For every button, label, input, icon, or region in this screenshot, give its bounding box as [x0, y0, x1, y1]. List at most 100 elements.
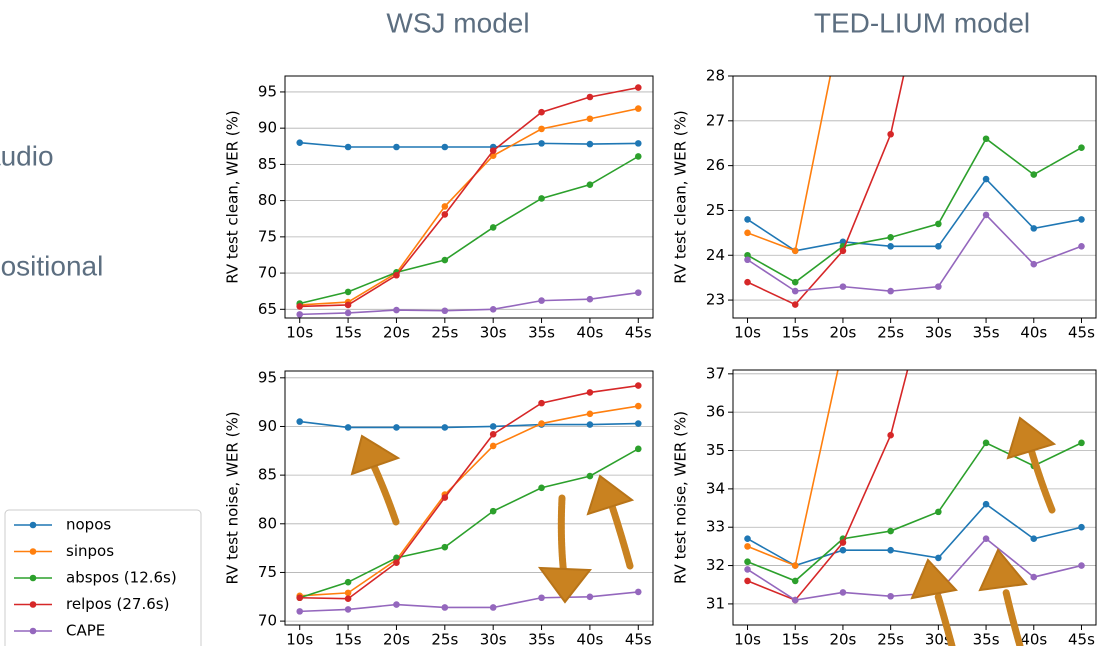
point — [441, 307, 449, 315]
legend-label: sinpos — [66, 542, 114, 560]
point — [935, 554, 942, 562]
point — [441, 604, 449, 611]
arrow-head — [1006, 416, 1057, 460]
legend-label: relpos (27.6s) — [66, 595, 169, 613]
point — [538, 420, 545, 427]
point — [489, 423, 497, 430]
point — [296, 303, 304, 310]
point — [344, 595, 352, 603]
legend-marker — [29, 548, 37, 555]
point — [538, 108, 545, 116]
chart: 65 70 75 80 85 90 95 10s 15s 20s 25s 30s 35s 40s 45s RV… — [224, 75, 654, 342]
point — [791, 247, 799, 255]
series-line — [747, 213, 1082, 292]
point — [489, 604, 497, 611]
series-line — [299, 420, 639, 429]
point — [538, 195, 545, 202]
point — [935, 220, 942, 228]
plot-area — [296, 382, 642, 615]
point — [586, 295, 594, 303]
y-tick-label: 34 — [706, 479, 725, 497]
point — [744, 543, 751, 550]
y-tick-label: 85 — [258, 466, 277, 484]
y-tick-label: 70 — [258, 612, 277, 630]
point — [1078, 439, 1085, 447]
point — [489, 224, 497, 231]
series-line — [747, 441, 1082, 582]
y-tick-label: 27 — [706, 111, 725, 129]
point — [441, 256, 449, 264]
series-line — [747, 370, 839, 567]
y-tick-label: 23 — [706, 291, 725, 309]
point — [634, 588, 642, 596]
point — [744, 216, 751, 223]
point — [1030, 171, 1038, 178]
charts: 65 70 75 80 85 90 95 10s 15s 20s 25s 30s 35s 40s 45s RV… — [224, 67, 1097, 649]
legend-box — [4, 509, 202, 650]
point — [634, 402, 642, 410]
point — [982, 135, 990, 143]
x-tick-label: 15s — [335, 631, 362, 647]
point — [744, 256, 751, 264]
y-axis-label: RV test clean, WER (%) — [224, 110, 242, 284]
y-axis-label: RV test clean, WER (%) — [672, 110, 690, 284]
x-tick-label: 25s — [877, 631, 904, 647]
point — [393, 559, 400, 567]
point — [982, 439, 990, 447]
point — [791, 562, 799, 569]
point — [887, 287, 894, 295]
arrow — [934, 592, 956, 650]
column-header: TED-LIUM model — [814, 7, 1030, 38]
point — [744, 229, 751, 237]
y-tick-label: 26 — [706, 156, 725, 174]
x-tick-label: 40s — [1020, 324, 1047, 342]
point — [791, 577, 799, 585]
point — [1078, 523, 1085, 531]
point — [634, 382, 642, 389]
y-tick-label: 85 — [258, 155, 277, 173]
point — [489, 430, 497, 438]
x-tick-label: 45s — [625, 631, 652, 647]
point — [839, 283, 847, 290]
point — [887, 431, 894, 439]
point — [441, 543, 449, 551]
point — [887, 546, 894, 554]
point — [586, 115, 594, 123]
legend-label: abspos (12.6s) — [66, 569, 177, 587]
series-line — [747, 177, 1082, 252]
x-tick-label: 35s — [528, 631, 555, 647]
point — [586, 472, 594, 480]
arrow — [1002, 588, 1024, 650]
x-tick-label: 30s — [480, 324, 507, 342]
point — [344, 606, 352, 613]
point — [887, 242, 894, 250]
y-tick-label: 80 — [258, 191, 277, 209]
arrow-head — [586, 474, 635, 516]
arrow — [606, 496, 634, 570]
x-tick-label: 20s — [383, 324, 410, 342]
point — [344, 578, 352, 586]
plot-area — [744, 370, 1085, 604]
point — [744, 535, 751, 543]
x-tick-label: 30s — [480, 631, 507, 647]
axes-frame — [732, 75, 1097, 319]
x-tick-label: 20s — [383, 631, 410, 647]
series-line — [747, 76, 832, 252]
point — [935, 283, 942, 290]
point — [791, 287, 799, 295]
legend-marker — [29, 627, 37, 635]
series-line — [747, 76, 905, 306]
y-tick-label: 33 — [706, 518, 725, 536]
x-tick-label: 30s — [925, 631, 952, 647]
legend-marker — [29, 601, 37, 608]
x-tick-label: 10s — [286, 324, 313, 342]
y-tick-label: 80 — [258, 514, 277, 532]
point — [982, 175, 990, 183]
x-tick-label: 10s — [286, 631, 313, 647]
arrow — [368, 458, 400, 526]
chart: 31 32 33 34 35 36 37 10s 15s 20s 25s 30s 35s 40s 45s RV… — [672, 364, 1097, 649]
x-tick-label: 35s — [528, 324, 555, 342]
point — [744, 558, 751, 566]
point — [296, 594, 304, 602]
series-line — [299, 448, 639, 599]
